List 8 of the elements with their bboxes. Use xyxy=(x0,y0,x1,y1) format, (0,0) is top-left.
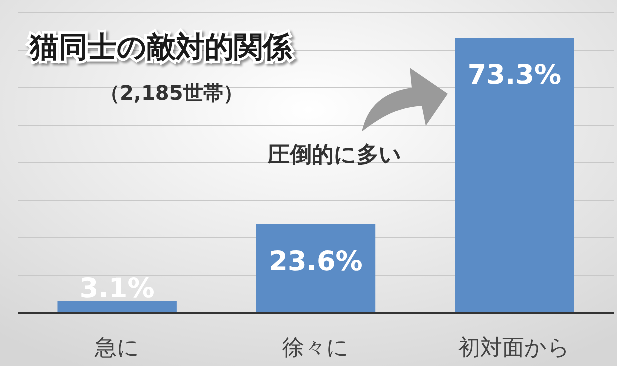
x-tick-label: 急に xyxy=(94,336,140,361)
x-tick-label: 初対面から xyxy=(458,336,571,361)
text: （2,185世帯） xyxy=(100,81,244,105)
x-tick-label: 徐々に xyxy=(282,336,350,361)
text: 猫同士の敵対的関係 xyxy=(29,30,293,64)
annotation: 圧倒的に多い xyxy=(267,143,402,168)
data-label: 23.6% xyxy=(269,246,363,278)
data-label: 73.3% xyxy=(468,60,562,92)
